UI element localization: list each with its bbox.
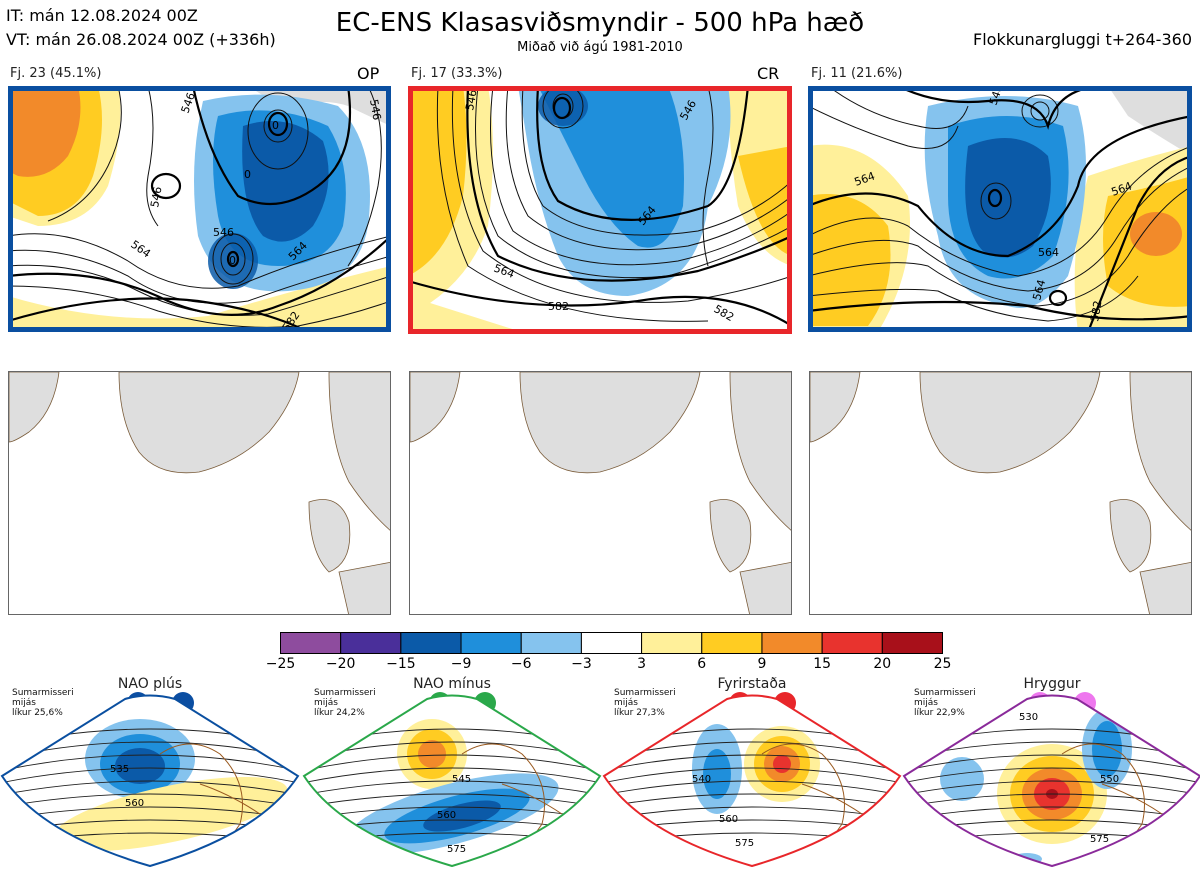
regime-info: Sumarmisseri mijás líkur 27,3%: [614, 688, 676, 718]
regime-info-line: Sumarmisseri: [914, 688, 976, 698]
empty-map-3: [809, 371, 1192, 615]
empty-map-2: [409, 371, 792, 615]
colorbar-tick-label: 20: [873, 656, 892, 672]
init-time: IT: mán 12.08.2024 00Z: [6, 6, 198, 25]
panel-1-contour-label: 546: [213, 226, 234, 239]
regime-map: 530 550 575: [902, 694, 1200, 868]
colorbar-segment: [821, 632, 883, 654]
regime-info-line: mijás: [314, 698, 338, 708]
coastline-map-2: [410, 372, 791, 614]
regime-info: Sumarmisseri mijás líkur 22,9%: [914, 688, 976, 718]
colorbar-segment: [701, 632, 763, 654]
colorbar-segment: [881, 632, 943, 654]
panel-2-tag: CR: [757, 64, 780, 83]
regime-contour-label: 575: [447, 844, 466, 855]
regime-info-line: Sumarmisseri: [12, 688, 74, 698]
regime-name: Hryggur: [1023, 676, 1081, 692]
regime-contour-label: 550: [1100, 774, 1119, 785]
cluster-panel-2: 546 564 582 546 582 564: [408, 86, 792, 334]
regime-info-line: mijás: [12, 698, 36, 708]
panel-3-contour-label: 564: [1038, 246, 1059, 259]
regime-info-line: líkur 27,3%: [614, 708, 665, 718]
colorbar-tick-label: −20: [325, 656, 356, 672]
panel-1-contour-label: 0: [229, 254, 236, 267]
panel-2-border: [408, 86, 792, 334]
regime-info: Sumarmisseri mijás líkur 25,6%: [12, 688, 74, 718]
regime-info-line: líkur 22,9%: [914, 708, 965, 718]
colorbar-tick-label: 15: [813, 656, 832, 672]
regime-contour-label: 560: [719, 814, 738, 825]
regime-contour-label: 575: [1090, 834, 1109, 845]
regime-contour-label: 560: [437, 810, 456, 821]
regime-border: [902, 694, 1200, 868]
page-subtitle: Miðað við ágú 1981-2010: [517, 40, 683, 55]
regime-info-line: mijás: [914, 698, 938, 708]
colorbar: [280, 632, 943, 654]
colorbar-segment: [761, 632, 823, 654]
regime-info-line: Sumarmisseri: [614, 688, 676, 698]
coastline-map-3: [810, 372, 1191, 614]
regime-info-line: líkur 24,2%: [314, 708, 365, 718]
cluster-map-2: 546 564 582 546 582 564: [408, 86, 792, 334]
cluster-panel-1: 546 546 564 546 564 582 546 0 0 0: [8, 86, 391, 332]
panel-1-border: [8, 86, 391, 332]
colorbar-segment: [460, 632, 522, 654]
page-title: EC-ENS Klasasviðsmyndir - 500 hPa hæð: [335, 8, 865, 38]
regime-map: 535 560: [0, 694, 300, 868]
regime-map: 545 560 575: [302, 694, 602, 868]
regime-contour-label: 560: [125, 798, 144, 809]
colorbar-segment: [400, 632, 462, 654]
regime-info: Sumarmisseri mijás líkur 24,2%: [314, 688, 376, 718]
colorbar-segment: [340, 632, 402, 654]
colorbar-segment: [280, 632, 342, 654]
cluster-map-3: 564 564 546 564 582 564: [808, 86, 1192, 332]
panel-3-contour-label: 564: [1030, 278, 1048, 302]
regime-contour-label: 545: [452, 774, 471, 785]
classification-window: Flokkunargluggi t+264-360: [973, 30, 1192, 49]
regime-border: [302, 694, 602, 868]
colorbar-tick-label: −25: [265, 656, 296, 672]
panel-3-label: Fj. 11 (21.6%): [811, 66, 903, 81]
regime-name: Fyrirstaða: [717, 676, 787, 692]
panel-1-contour-label: 0: [244, 168, 251, 181]
regime-name: NAO plús: [117, 676, 183, 692]
panel-2-contour-label: 546: [463, 89, 479, 112]
regime-contour-label: 530: [1019, 712, 1038, 723]
panel-3-contour-label: 582: [1088, 300, 1104, 323]
valid-time: VT: mán 26.08.2024 00Z (+336h): [6, 30, 276, 49]
colorbar-tick-label: 9: [757, 656, 767, 672]
colorbar-tick-label: −15: [386, 656, 416, 672]
regime-contour-label: 575: [735, 838, 754, 849]
regime-map: 540 560 575: [602, 694, 902, 868]
panel-1-contour-label: 546: [367, 98, 383, 121]
colorbar-tick-label: 25: [933, 656, 952, 672]
colorbar-segment: [641, 632, 703, 654]
panel-2-label: Fj. 17 (33.3%): [411, 66, 503, 81]
regime-border: [0, 694, 300, 868]
panel-1-tag: OP: [357, 64, 380, 83]
panel-3-border: [808, 86, 1192, 332]
panel-1-contour-label: 0: [272, 119, 279, 132]
regime-border: [602, 694, 902, 868]
panel-2-contour-label: 582: [548, 300, 569, 313]
coastline-map-1: [9, 372, 390, 614]
colorbar-tick-label: −6: [510, 656, 532, 672]
regime-info-line: Sumarmisseri: [314, 688, 376, 698]
panel-1-label: Fj. 23 (45.1%): [10, 66, 102, 81]
regime-info-line: mijás: [614, 698, 638, 708]
cluster-map-1: 546 546 564 546 564 582 546 0 0 0: [8, 86, 391, 332]
colorbar-segment: [580, 632, 643, 654]
regime-info-line: líkur 25,6%: [12, 708, 63, 718]
colorbar-tick-label: 3: [637, 656, 647, 672]
empty-map-1: [8, 371, 391, 615]
regime-contour-label: 540: [692, 774, 711, 785]
colorbar-tick-label: −3: [571, 656, 592, 672]
colorbar-tick-label: −9: [450, 656, 472, 672]
cluster-panel-3: 564 564 546 564 582 564: [808, 86, 1192, 332]
regime-name: NAO mínus: [413, 676, 491, 692]
colorbar-tick-label: 6: [697, 656, 707, 672]
regime-contour-label: 535: [110, 764, 129, 775]
colorbar-segment: [520, 632, 582, 654]
panel-1-contour-label: 546: [148, 186, 164, 209]
